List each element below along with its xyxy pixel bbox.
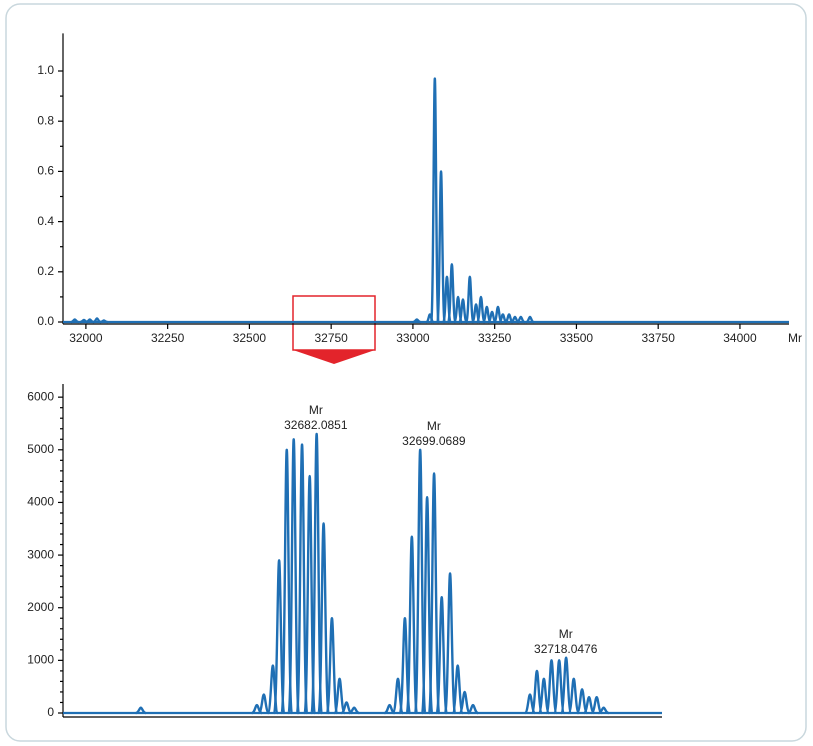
peak <box>384 703 396 715</box>
peak <box>135 706 147 715</box>
y-tick-label: 0 <box>47 705 54 719</box>
annotation-label: Mr <box>309 403 323 417</box>
peak <box>287 438 300 715</box>
peak <box>443 572 457 715</box>
peak <box>86 318 94 324</box>
peak <box>310 432 323 715</box>
x-tick-label: 32500 <box>233 331 267 345</box>
peak <box>590 696 603 715</box>
peak <box>447 263 457 324</box>
zoom-arrow <box>293 350 375 364</box>
y-tick-label: 5000 <box>27 442 54 456</box>
peak <box>317 522 330 715</box>
x-tick-label: 33500 <box>560 331 594 345</box>
peak <box>458 690 471 715</box>
peak <box>598 706 609 715</box>
peak <box>80 318 88 324</box>
y-tick-label: 0.0 <box>37 314 54 328</box>
peak <box>70 318 79 324</box>
peak <box>451 664 464 715</box>
peak <box>504 313 514 324</box>
x-tick-label: 32250 <box>151 331 185 345</box>
peak <box>575 688 589 715</box>
x-axis-label: Mr <box>788 331 802 345</box>
peak <box>526 315 534 324</box>
peak <box>325 617 339 715</box>
peak <box>100 319 108 324</box>
peak <box>257 693 271 715</box>
peak <box>567 677 580 715</box>
peak <box>427 472 441 715</box>
y-tick-label: 3000 <box>27 547 54 561</box>
peak <box>467 703 479 715</box>
peak <box>436 170 446 324</box>
peak <box>348 706 360 715</box>
peak <box>340 701 353 715</box>
peak <box>295 443 309 715</box>
peak <box>272 559 286 715</box>
peak <box>516 315 525 324</box>
x-tick-label: 32750 <box>314 331 348 345</box>
annotation-label: Mr <box>427 419 441 433</box>
y-tick-label: 2000 <box>27 600 54 614</box>
y-tick-label: 0.8 <box>37 113 54 127</box>
y-tick-label: 1.0 <box>37 63 54 77</box>
annotation-value: 32682.0851 <box>284 418 348 432</box>
x-tick-label: 33000 <box>396 331 430 345</box>
peak <box>458 298 468 324</box>
peak <box>583 696 595 715</box>
annotation-value: 32699.0689 <box>402 434 466 448</box>
peak <box>405 535 419 715</box>
y-tick-label: 0.4 <box>37 214 54 228</box>
annotation-label: Mr <box>559 627 573 641</box>
peak <box>537 677 551 715</box>
peak <box>429 77 440 324</box>
peak <box>487 310 497 324</box>
x-tick-label: 32000 <box>69 331 103 345</box>
x-tick-label: 34000 <box>723 331 757 345</box>
card-border <box>5 3 807 742</box>
y-tick-label: 0.2 <box>37 264 54 278</box>
y-tick-label: 0.6 <box>37 164 54 178</box>
y-tick-label: 1000 <box>27 653 54 667</box>
peak <box>510 315 519 324</box>
y-tick-label: 6000 <box>27 389 54 403</box>
peak <box>498 313 507 324</box>
x-tick-label: 33250 <box>478 331 512 345</box>
peak <box>435 595 448 715</box>
peak <box>413 448 427 715</box>
peak <box>530 669 544 715</box>
peak <box>280 448 293 715</box>
peak <box>464 275 475 324</box>
peak <box>476 295 486 324</box>
x-tick-label: 33750 <box>642 331 676 345</box>
y-tick-label: 4000 <box>27 495 54 509</box>
peak <box>413 318 421 324</box>
annotation-value: 32718.0476 <box>534 642 598 656</box>
peak <box>333 677 346 715</box>
peak <box>93 317 101 324</box>
peak <box>545 659 558 715</box>
peak <box>559 656 573 715</box>
peak <box>481 305 492 324</box>
